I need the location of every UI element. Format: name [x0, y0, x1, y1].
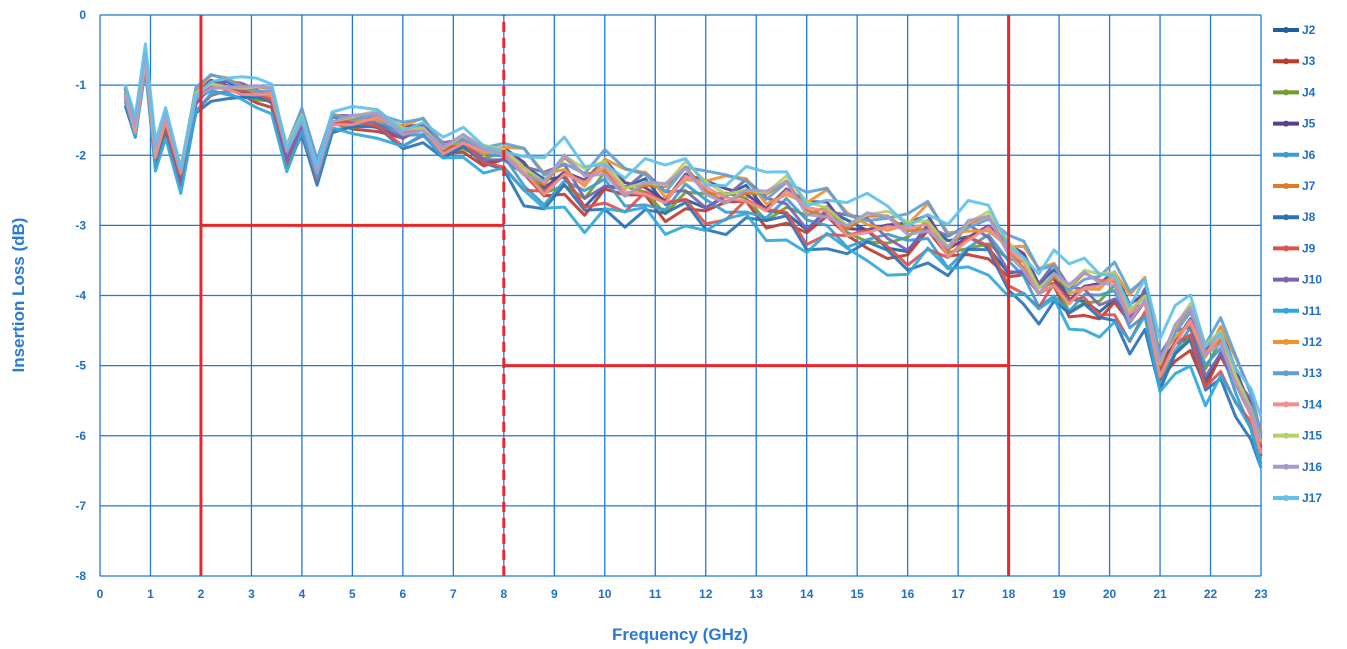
legend-label-j7: J7	[1302, 179, 1316, 193]
y-tick-label-neg2: -2	[75, 148, 86, 162]
legend-marker-j4	[1283, 89, 1289, 96]
legend-label-j15: J15	[1302, 429, 1322, 443]
y-tick-labels: 0 -1 -2 -3 -4 -5 -6 -7 -8	[75, 8, 86, 583]
x-axis-title: Frequency (GHz)	[612, 625, 748, 644]
y-tick-label-neg1: -1	[75, 78, 86, 92]
legend-marker-j16	[1283, 463, 1289, 470]
legend-label-j11: J11	[1302, 304, 1322, 318]
y-tick-label-neg6: -6	[75, 429, 86, 443]
legend-marker-j12	[1283, 339, 1289, 345]
legend-label-j13: J13	[1302, 366, 1322, 380]
series-line-j17	[123, 42, 1263, 418]
series-line-j16	[123, 51, 1263, 441]
legend-label-j16: J16	[1302, 460, 1322, 474]
x-tick-label-6: 6	[400, 587, 407, 601]
series-line-j13	[123, 54, 1263, 436]
x-tick-label-13: 13	[750, 587, 764, 601]
legend-label-j10: J10	[1302, 273, 1322, 287]
series-line-j12	[123, 55, 1263, 434]
series-line-j15	[123, 53, 1263, 442]
x-tick-label-22: 22	[1204, 587, 1218, 601]
x-tick-label-12: 12	[699, 587, 713, 601]
legend-label-j6: J6	[1302, 148, 1316, 162]
x-tick-label-3: 3	[248, 587, 255, 601]
legend-label-j3: J3	[1302, 54, 1316, 68]
legend-marker-j9	[1283, 245, 1289, 252]
series-line-j7	[123, 53, 1263, 445]
legend-marker-j17	[1283, 495, 1289, 501]
legend-marker-j11	[1283, 307, 1289, 314]
series-line-j10	[123, 50, 1263, 433]
series-line-j9	[123, 56, 1263, 451]
x-tick-label-16: 16	[901, 587, 915, 601]
x-tick-label-1: 1	[147, 587, 154, 601]
legend-marker-j7	[1283, 183, 1289, 189]
x-tick-label-7: 7	[450, 587, 457, 601]
x-tick-label-19: 19	[1052, 587, 1066, 601]
legend-marker-j13	[1283, 370, 1289, 377]
legend-marker-j3	[1283, 58, 1289, 65]
y-tick-label-neg7: -7	[75, 499, 86, 513]
legend-marker-j15	[1283, 432, 1289, 439]
legend-marker-j10	[1283, 276, 1289, 283]
y-tick-label-neg8: -8	[75, 569, 86, 583]
series-layer	[123, 42, 1263, 469]
x-tick-label-5: 5	[349, 587, 356, 601]
x-tick-labels: 0 1 2 3 4 5 6 7 8 9 10 11 12 13 14 15 16 17 18 19 20 21 22 23	[97, 587, 1268, 601]
x-tick-label-21: 21	[1153, 587, 1167, 601]
y-tick-label-neg3: -3	[75, 218, 86, 232]
y-tick-label-neg4: -4	[75, 289, 86, 303]
legend: J2 J3 J4 J5 J6 J7 J8 J9 J10 J11 J12 J13 J14 J15 J16 J17	[1273, 23, 1322, 505]
x-tick-label-17: 17	[951, 587, 965, 601]
legend-label-j17: J17	[1302, 491, 1322, 505]
legend-marker-j6	[1283, 151, 1289, 158]
x-tick-label-0: 0	[97, 587, 104, 601]
x-tick-label-9: 9	[551, 587, 558, 601]
x-tick-label-2: 2	[198, 587, 205, 601]
legend-label-j5: J5	[1302, 117, 1316, 131]
y-tick-label-neg5: -5	[75, 359, 86, 373]
x-tick-label-8: 8	[500, 587, 507, 601]
legend-label-j14: J14	[1302, 397, 1322, 411]
y-axis-title: Insertion Loss (dB)	[9, 218, 28, 373]
legend-label-j9: J9	[1302, 241, 1316, 255]
x-tick-label-4: 4	[299, 587, 306, 601]
legend-marker-j2	[1283, 27, 1289, 33]
legend-label-j12: J12	[1302, 335, 1322, 349]
series-line-j11	[123, 68, 1263, 469]
legend-label-j4: J4	[1302, 85, 1316, 99]
legend-marker-j14	[1283, 401, 1289, 408]
legend-marker-j5	[1283, 120, 1289, 127]
series-line-j5	[123, 59, 1263, 449]
x-tick-label-18: 18	[1002, 587, 1016, 601]
limit-lines	[199, 15, 1011, 576]
x-tick-label-20: 20	[1103, 587, 1117, 601]
legend-label-j2: J2	[1302, 23, 1316, 37]
legend-label-j8: J8	[1302, 210, 1316, 224]
x-tick-label-10: 10	[598, 587, 612, 601]
x-tick-label-23: 23	[1254, 587, 1268, 601]
x-tick-label-15: 15	[850, 587, 864, 601]
series-line-j2	[123, 55, 1263, 440]
x-tick-label-11: 11	[649, 587, 662, 601]
y-tick-label-0: 0	[79, 8, 86, 22]
x-tick-label-14: 14	[800, 587, 814, 601]
legend-marker-j8	[1283, 214, 1289, 221]
